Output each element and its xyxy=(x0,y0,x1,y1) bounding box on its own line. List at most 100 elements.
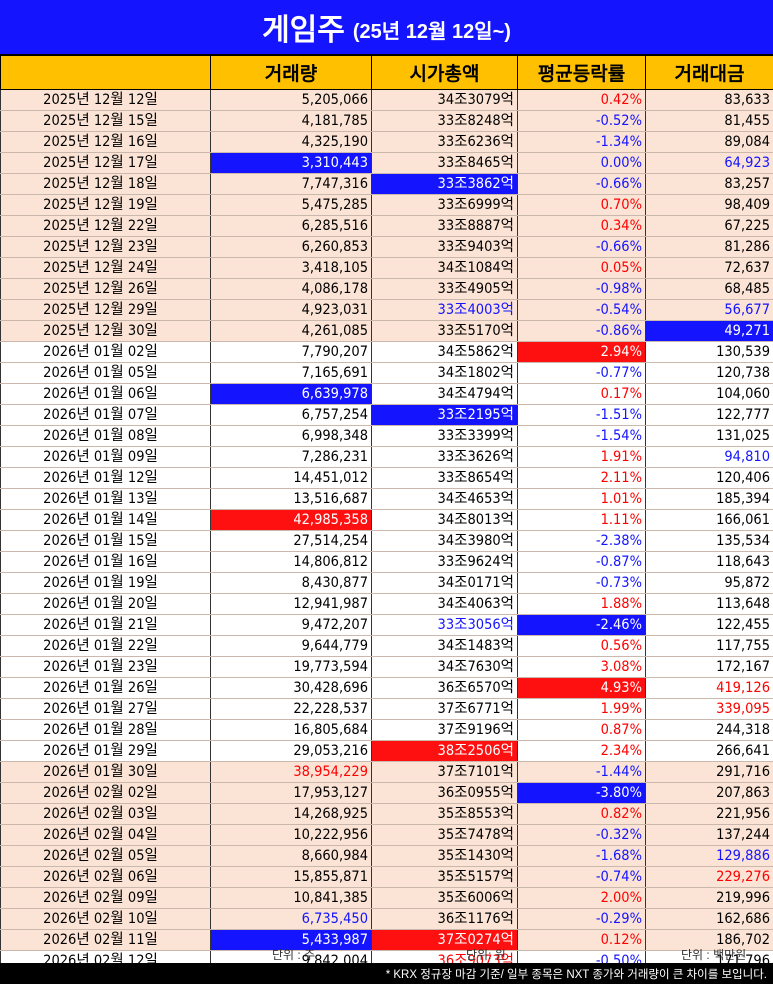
trade-value-cell: 83,257 xyxy=(645,173,773,195)
trade-value-cell: 118,643 xyxy=(645,551,773,573)
trade-value-cell: 64,923 xyxy=(645,152,773,174)
change-cell: -0.86% xyxy=(517,320,646,342)
unit-volume: 단위 : 주 xyxy=(272,948,316,962)
table-row: 2026년 01월 22일 9,644,779 34조1483억 0.56% 117,7… xyxy=(0,635,773,657)
date-cell: 2026년 01월 20일 xyxy=(0,593,211,615)
date-cell: 2025년 12월 12일 xyxy=(0,89,211,111)
date-cell: 2026년 01월 05일 xyxy=(0,362,211,384)
change-cell: 0.34% xyxy=(517,215,646,237)
trade-value-cell: 120,406 xyxy=(645,467,773,489)
market-cap-cell: 34조1802억 xyxy=(371,362,518,384)
trade-value-cell: 221,956 xyxy=(645,803,773,825)
date-cell: 2026년 02월 06일 xyxy=(0,866,211,888)
trade-value-cell: 122,455 xyxy=(645,614,773,636)
header-trade-value: 거래대금 xyxy=(645,55,773,90)
market-cap-cell: 33조9624억 xyxy=(371,551,518,573)
market-cap-cell: 33조8887억 xyxy=(371,215,518,237)
volume-cell: 6,285,516 xyxy=(210,215,372,237)
change-cell: 3.08% xyxy=(517,656,646,678)
date-cell: 2026년 01월 21일 xyxy=(0,614,211,636)
units-row: 단위 : 주 단위: 원 단위 : 백만원 xyxy=(0,944,773,963)
table-row: 2026년 02월 11일 5,433,987 37조0274억 0.12% 186,7… xyxy=(0,929,773,951)
date-cell: 2026년 02월 09일 xyxy=(0,887,211,909)
market-cap-cell: 36조0955억 xyxy=(371,782,518,804)
volume-cell: 22,228,537 xyxy=(210,698,372,720)
change-cell: -3.80% xyxy=(517,782,646,804)
table-body: 2025년 12월 12일 5,205,066 34조3079억 0.42% 83,63… xyxy=(0,89,773,972)
change-cell: -1.68% xyxy=(517,845,646,867)
trade-value-cell: 49,271 xyxy=(645,320,773,342)
market-cap-cell: 37조7101억 xyxy=(371,761,518,783)
table-row: 2026년 02월 02일 17,953,127 36조0955억 -3.80% 207… xyxy=(0,782,773,804)
trade-value-cell: 185,394 xyxy=(645,488,773,510)
date-cell: 2025년 12월 15일 xyxy=(0,110,211,132)
volume-cell: 4,261,085 xyxy=(210,320,372,342)
volume-cell: 19,773,594 xyxy=(210,656,372,678)
table-row: 2025년 12월 19일 5,475,285 33조6999억 0.70% 98,40… xyxy=(0,194,773,216)
date-cell: 2026년 01월 12일 xyxy=(0,467,211,489)
date-cell: 2025년 12월 16일 xyxy=(0,131,211,153)
date-cell: 2026년 02월 03일 xyxy=(0,803,211,825)
date-cell: 2026년 01월 07일 xyxy=(0,404,211,426)
volume-cell: 10,222,956 xyxy=(210,824,372,846)
market-cap-cell: 36조1176억 xyxy=(371,908,518,930)
trade-value-cell: 81,455 xyxy=(645,110,773,132)
table-row: 2026년 01월 30일 38,954,229 37조7101억 -1.44% 291… xyxy=(0,761,773,783)
market-cap-cell: 38조2506억 xyxy=(371,740,518,762)
change-cell: -0.66% xyxy=(517,236,646,258)
volume-cell: 27,514,254 xyxy=(210,530,372,552)
trade-value-cell: 137,244 xyxy=(645,824,773,846)
market-cap-cell: 34조7630억 xyxy=(371,656,518,678)
trade-value-cell: 113,648 xyxy=(645,593,773,615)
table-row: 2025년 12월 29일 4,923,031 33조4003억 -0.54% 56,6… xyxy=(0,299,773,321)
change-cell: 0.56% xyxy=(517,635,646,657)
volume-cell: 14,806,812 xyxy=(210,551,372,573)
trade-value-cell: 172,167 xyxy=(645,656,773,678)
volume-cell: 8,660,984 xyxy=(210,845,372,867)
change-cell: 2.11% xyxy=(517,467,646,489)
volume-cell: 7,286,231 xyxy=(210,446,372,468)
table-row: 2026년 01월 21일 9,472,207 33조3056억 -2.46% 122,… xyxy=(0,614,773,636)
volume-cell: 42,985,358 xyxy=(210,509,372,531)
volume-cell: 29,053,216 xyxy=(210,740,372,762)
volume-cell: 4,923,031 xyxy=(210,299,372,321)
trade-value-cell: 56,677 xyxy=(645,299,773,321)
trade-value-cell: 117,755 xyxy=(645,635,773,657)
change-cell: -0.98% xyxy=(517,278,646,300)
change-cell: -0.52% xyxy=(517,110,646,132)
table-row: 2026년 01월 08일 6,998,348 33조3399억 -1.54% 131,… xyxy=(0,425,773,447)
table-row: 2025년 12월 18일 7,747,316 33조3862억 -0.66% 83,2… xyxy=(0,173,773,195)
table-row: 2026년 02월 05일 8,660,984 35조1430억 -1.68% 129,… xyxy=(0,845,773,867)
table-row: 2026년 01월 06일 6,639,978 34조4794억 0.17% 104,0… xyxy=(0,383,773,405)
change-cell: 2.34% xyxy=(517,740,646,762)
volume-cell: 4,325,190 xyxy=(210,131,372,153)
change-cell: -0.77% xyxy=(517,362,646,384)
date-cell: 2026년 01월 19일 xyxy=(0,572,211,594)
trade-value-cell: 83,633 xyxy=(645,89,773,111)
table-row: 2025년 12월 12일 5,205,066 34조3079억 0.42% 83,63… xyxy=(0,89,773,111)
trade-value-cell: 130,539 xyxy=(645,341,773,363)
date-cell: 2025년 12월 18일 xyxy=(0,173,211,195)
trade-value-cell: 81,286 xyxy=(645,236,773,258)
table-row: 2026년 01월 19일 8,430,877 34조0171억 -0.73% 95,8… xyxy=(0,572,773,594)
change-cell: 0.70% xyxy=(517,194,646,216)
trade-value-cell: 104,060 xyxy=(645,383,773,405)
date-cell: 2026년 01월 13일 xyxy=(0,488,211,510)
volume-cell: 5,205,066 xyxy=(210,89,372,111)
date-cell: 2026년 01월 09일 xyxy=(0,446,211,468)
volume-cell: 12,941,987 xyxy=(210,593,372,615)
market-cap-cell: 34조4794억 xyxy=(371,383,518,405)
market-cap-cell: 33조4905억 xyxy=(371,278,518,300)
change-cell: 0.42% xyxy=(517,89,646,111)
market-cap-cell: 33조8465억 xyxy=(371,152,518,174)
trade-value-cell: 131,025 xyxy=(645,425,773,447)
table-row: 2026년 01월 15일 27,514,254 34조3980억 -2.38% 135… xyxy=(0,530,773,552)
change-cell: 0.87% xyxy=(517,719,646,741)
table-row: 2025년 12월 24일 3,418,105 34조1084억 0.05% 72,63… xyxy=(0,257,773,279)
volume-cell: 17,953,127 xyxy=(210,782,372,804)
change-cell: -1.44% xyxy=(517,761,646,783)
volume-cell: 14,268,925 xyxy=(210,803,372,825)
stock-table: 거래량 시가총액 평균등락률 거래대금 2025년 12월 12일 5,205,0… xyxy=(0,55,773,972)
market-cap-cell: 34조3079억 xyxy=(371,89,518,111)
change-cell: -0.73% xyxy=(517,572,646,594)
